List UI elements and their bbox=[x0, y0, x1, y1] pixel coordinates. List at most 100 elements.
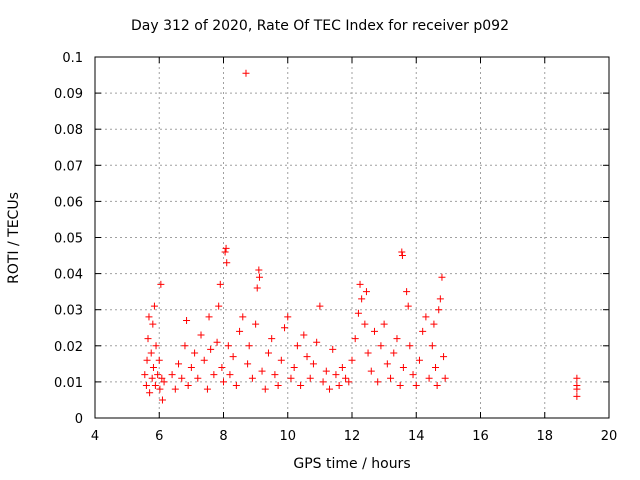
data-point bbox=[175, 360, 183, 368]
data-point bbox=[361, 320, 369, 328]
data-point bbox=[573, 374, 581, 382]
data-point bbox=[171, 385, 179, 393]
data-point bbox=[440, 353, 448, 361]
chart-title: Day 312 of 2020, Rate Of TEC Index for r… bbox=[131, 18, 509, 34]
data-point bbox=[396, 382, 404, 390]
data-point bbox=[370, 327, 378, 335]
data-point bbox=[290, 363, 298, 371]
data-point bbox=[223, 259, 231, 267]
data-point bbox=[351, 335, 359, 343]
data-point bbox=[194, 374, 202, 382]
data-point bbox=[205, 313, 213, 321]
data-point bbox=[222, 244, 230, 252]
x-axis-label: GPS time / hours bbox=[293, 456, 411, 472]
data-points bbox=[141, 69, 581, 404]
data-point bbox=[415, 356, 423, 364]
data-point bbox=[422, 313, 430, 321]
x-tick-label: 10 bbox=[279, 429, 296, 444]
data-point bbox=[141, 371, 149, 379]
y-axis-ticks: 0 0.01 0.02 0.03 0.04 0.05 0.06 0.07 0.08 0.09 0.1 bbox=[54, 51, 609, 427]
data-point bbox=[432, 363, 440, 371]
data-point bbox=[154, 371, 162, 379]
data-point bbox=[215, 302, 223, 310]
data-point bbox=[297, 382, 305, 390]
data-point bbox=[573, 385, 581, 393]
data-point bbox=[236, 327, 244, 335]
data-point bbox=[367, 367, 375, 375]
data-point bbox=[255, 266, 263, 274]
data-point bbox=[403, 288, 411, 296]
data-point bbox=[144, 335, 152, 343]
data-point bbox=[255, 273, 263, 281]
data-point bbox=[356, 280, 364, 288]
data-point bbox=[261, 385, 269, 393]
data-point bbox=[213, 338, 221, 346]
data-point bbox=[277, 356, 285, 364]
y-tick-label: 0.02 bbox=[54, 340, 83, 355]
data-point bbox=[207, 345, 215, 353]
data-point bbox=[274, 382, 282, 390]
data-point bbox=[200, 356, 208, 364]
data-point bbox=[404, 302, 412, 310]
data-point bbox=[226, 371, 234, 379]
y-tick-label: 0.04 bbox=[54, 268, 83, 283]
data-point bbox=[156, 385, 164, 393]
data-point bbox=[398, 248, 406, 256]
y-tick-label: 0.01 bbox=[54, 376, 83, 391]
data-point bbox=[245, 342, 253, 350]
x-tick-label: 6 bbox=[155, 429, 163, 444]
data-point bbox=[383, 360, 391, 368]
data-point bbox=[338, 363, 346, 371]
plot-frame bbox=[94, 56, 610, 419]
data-point bbox=[441, 374, 449, 382]
data-point bbox=[142, 382, 150, 390]
y-tick-label: 0.1 bbox=[62, 51, 83, 66]
data-point bbox=[406, 342, 414, 350]
data-point bbox=[387, 374, 395, 382]
data-point bbox=[573, 392, 581, 400]
data-point bbox=[252, 320, 260, 328]
data-point bbox=[244, 360, 252, 368]
data-point bbox=[147, 349, 155, 357]
data-point bbox=[287, 374, 295, 382]
data-point bbox=[197, 331, 205, 339]
data-point bbox=[428, 342, 436, 350]
data-point bbox=[145, 313, 153, 321]
data-point bbox=[309, 360, 317, 368]
data-point bbox=[430, 320, 438, 328]
data-point bbox=[362, 288, 370, 296]
data-point bbox=[332, 371, 340, 379]
y-axis-label: ROTI / TECUs bbox=[6, 192, 22, 284]
data-point bbox=[281, 324, 289, 332]
data-point bbox=[178, 374, 186, 382]
data-point bbox=[354, 309, 362, 317]
data-point bbox=[412, 382, 420, 390]
data-point bbox=[377, 342, 385, 350]
y-tick-label: 0.05 bbox=[54, 232, 83, 247]
data-point bbox=[268, 335, 276, 343]
data-point bbox=[425, 374, 433, 382]
data-point bbox=[393, 335, 401, 343]
y-tick-label: 0 bbox=[75, 412, 83, 427]
y-tick-label: 0.09 bbox=[54, 87, 83, 102]
data-point bbox=[224, 342, 232, 350]
data-point bbox=[157, 280, 165, 288]
x-axis-ticks: 4 6 8 10 12 14 16 18 20 bbox=[91, 57, 617, 444]
data-point bbox=[358, 295, 366, 303]
x-tick-label: 4 bbox=[91, 429, 99, 444]
data-point bbox=[229, 353, 237, 361]
data-point bbox=[146, 389, 154, 397]
data-point bbox=[210, 371, 218, 379]
data-point bbox=[143, 356, 151, 364]
data-point bbox=[374, 378, 382, 386]
data-point bbox=[160, 378, 168, 386]
data-point bbox=[398, 252, 406, 260]
x-tick-label: 16 bbox=[472, 429, 489, 444]
data-point bbox=[293, 342, 301, 350]
data-point bbox=[264, 349, 272, 357]
x-tick-label: 20 bbox=[601, 429, 618, 444]
data-point bbox=[221, 248, 229, 256]
data-point bbox=[380, 320, 388, 328]
data-point bbox=[390, 349, 398, 357]
